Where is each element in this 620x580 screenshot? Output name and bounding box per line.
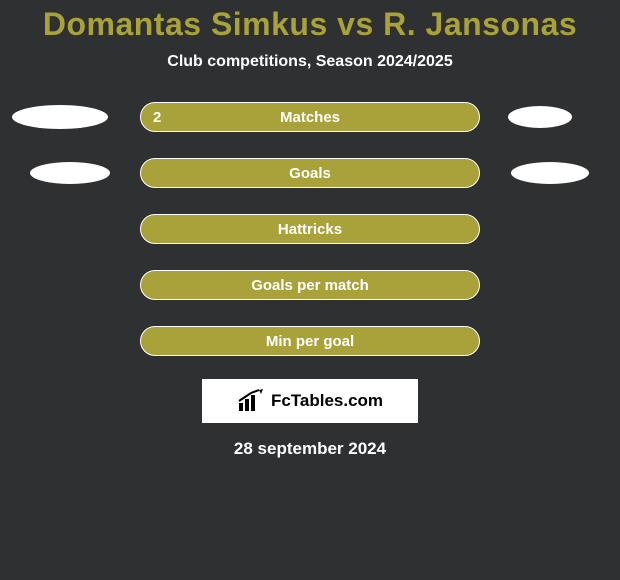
- stat-row-matches: 2 Matches: [0, 101, 620, 133]
- right-ellipse: [508, 106, 572, 128]
- stat-bar: Goals per match: [140, 270, 480, 300]
- stat-label: Matches: [280, 109, 340, 126]
- page-title: Domantas Simkus vs R. Jansonas: [0, 0, 620, 43]
- stat-label: Goals: [289, 165, 331, 182]
- left-value: 2: [153, 109, 161, 126]
- stat-row-goals: Goals: [0, 157, 620, 189]
- stat-bar: Hattricks: [140, 214, 480, 244]
- chart-icon: [237, 389, 265, 413]
- stat-rows: 2 Matches Goals Hattricks Goals per matc…: [0, 101, 620, 357]
- left-ellipse: [30, 162, 110, 184]
- date: 28 september 2024: [0, 439, 620, 459]
- stat-label: Min per goal: [266, 333, 354, 350]
- stat-label: Hattricks: [278, 221, 342, 238]
- stat-row-goals-per-match: Goals per match: [0, 269, 620, 301]
- subtitle: Club competitions, Season 2024/2025: [0, 53, 620, 71]
- right-ellipse: [511, 162, 589, 184]
- left-ellipse: [12, 105, 108, 129]
- logo-text: FcTables.com: [271, 391, 383, 411]
- stat-bar: Min per goal: [140, 326, 480, 356]
- stat-label: Goals per match: [251, 277, 369, 294]
- stat-bar: 2 Matches: [140, 102, 480, 132]
- stat-bar: Goals: [140, 158, 480, 188]
- logo: FcTables.com: [202, 379, 418, 423]
- stat-row-min-per-goal: Min per goal: [0, 325, 620, 357]
- stat-row-hattricks: Hattricks: [0, 213, 620, 245]
